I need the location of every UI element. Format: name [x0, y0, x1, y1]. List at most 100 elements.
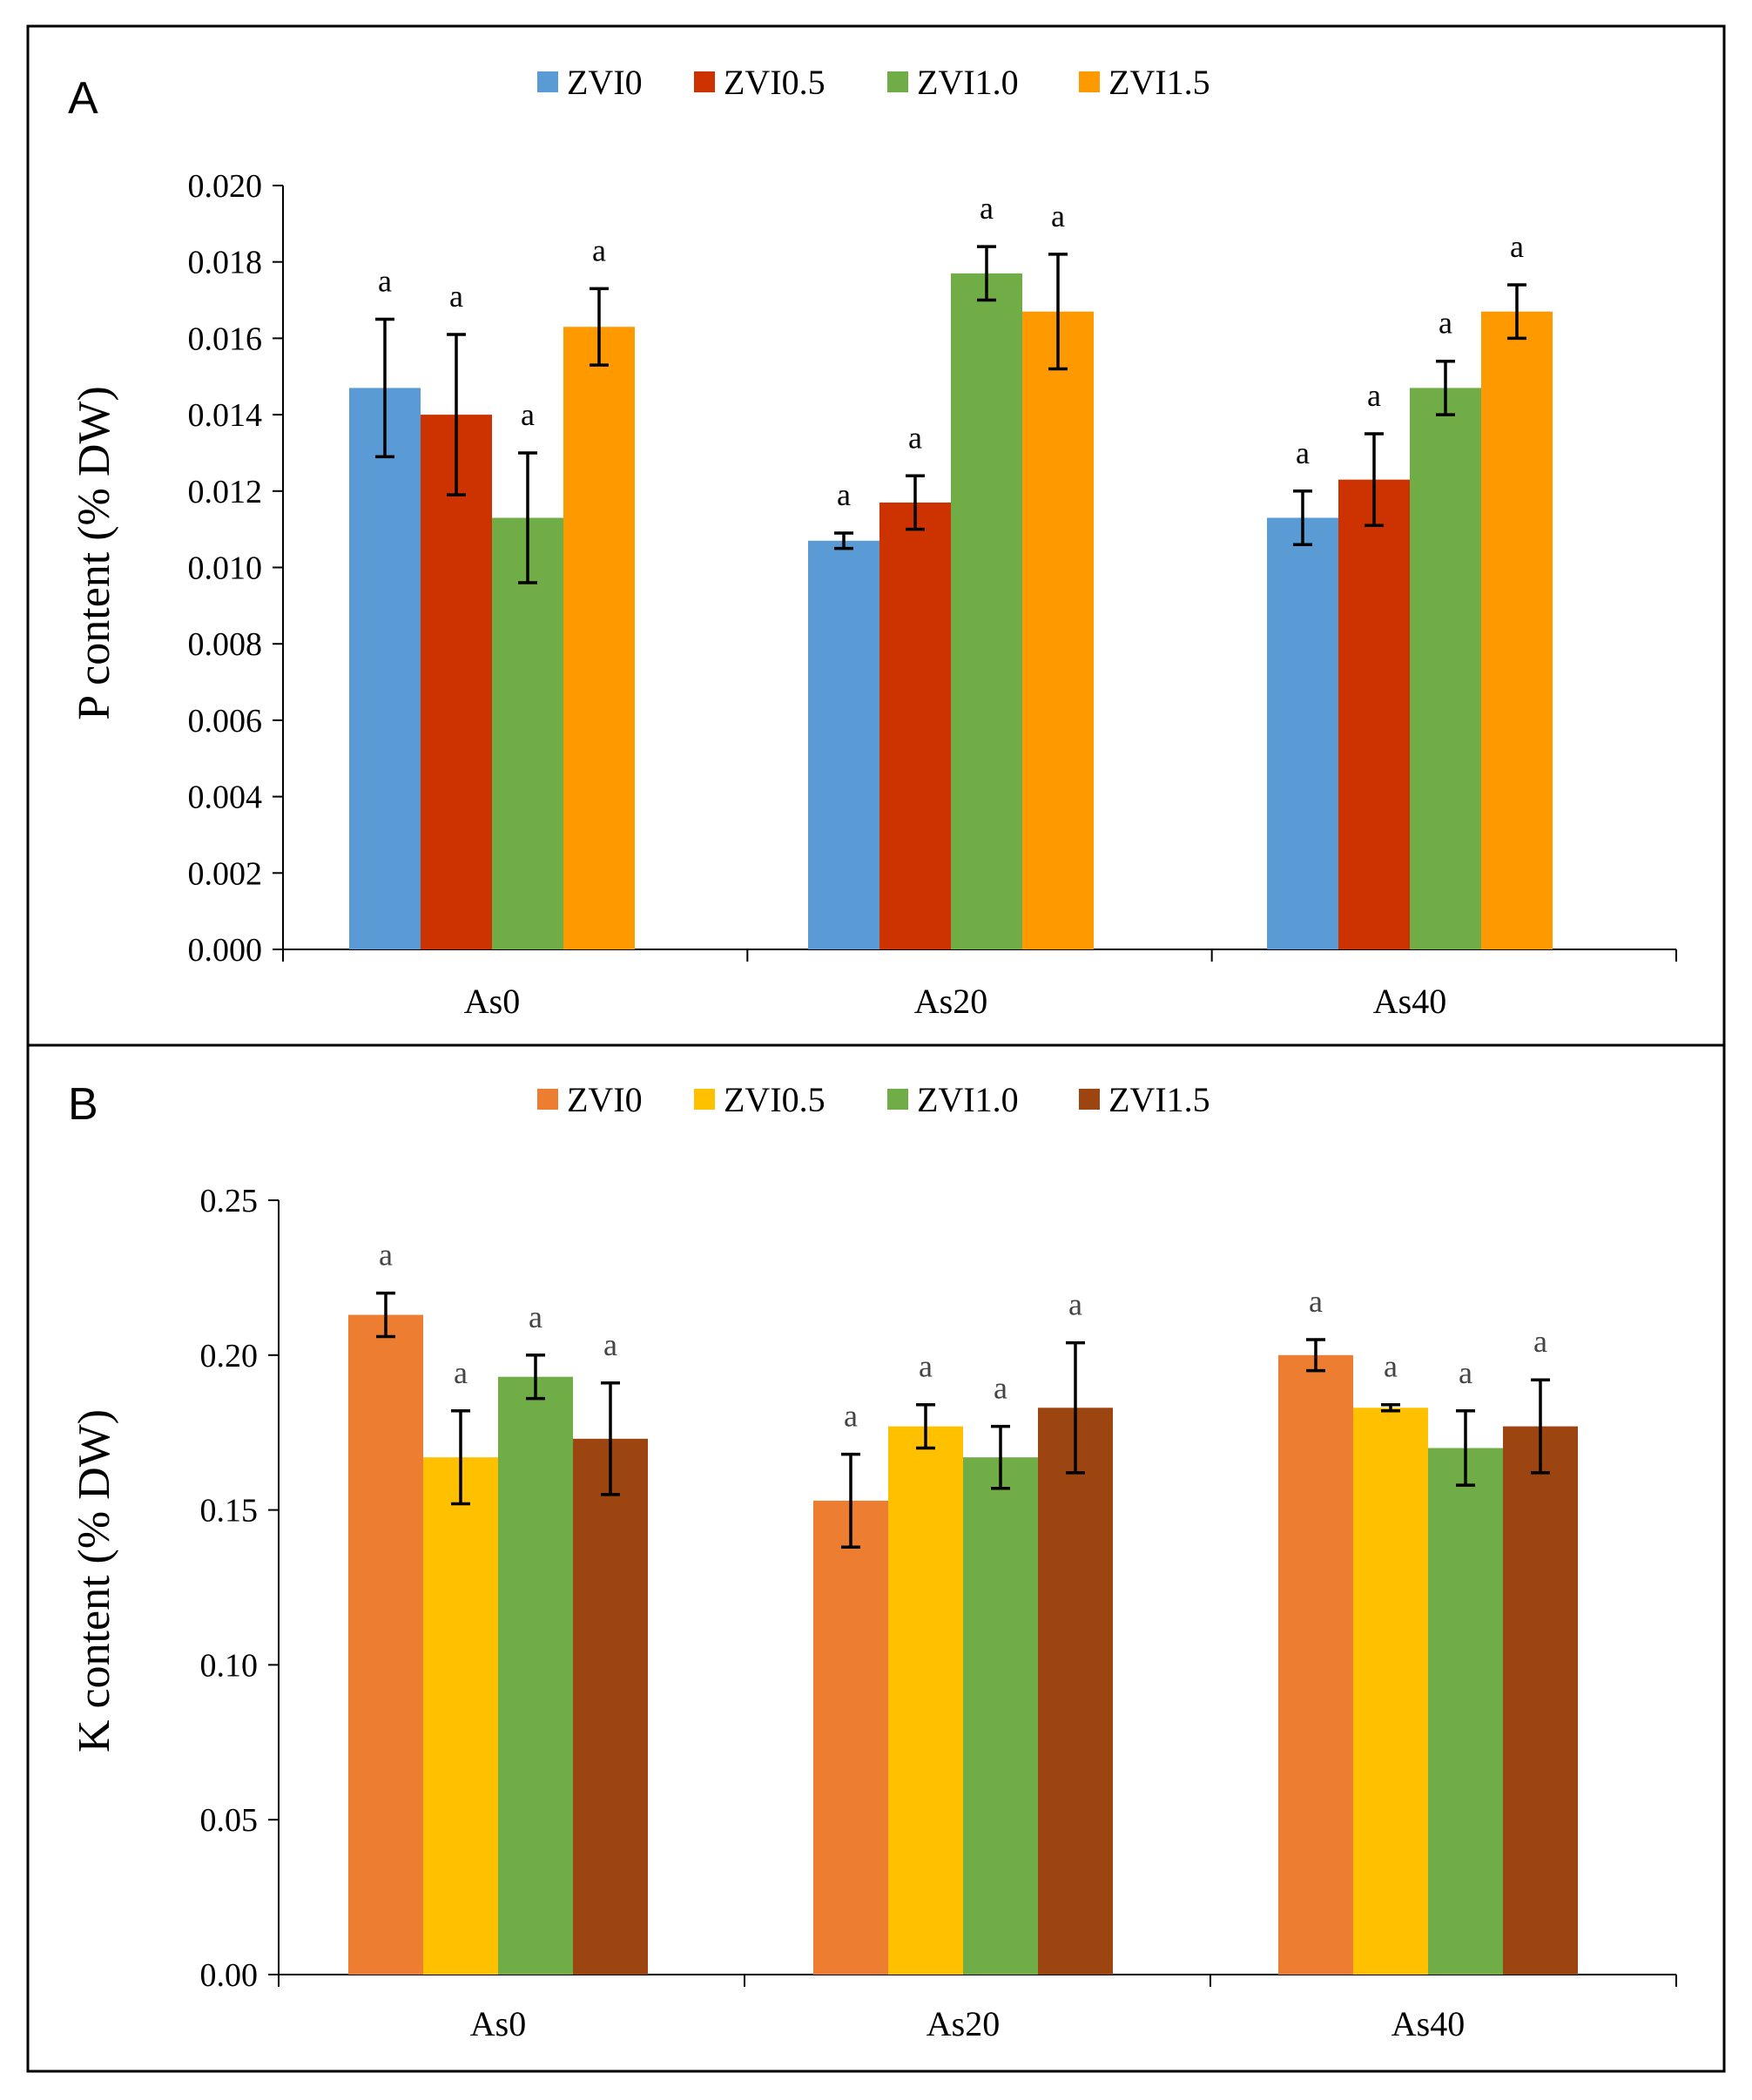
legend-label: ZVI1.5	[1108, 1080, 1210, 1119]
bar	[1410, 388, 1481, 949]
y-tick-label: 0.016	[188, 321, 263, 357]
significance-label: a	[1051, 199, 1065, 233]
legend-swatch	[694, 1089, 715, 1110]
bar	[1267, 517, 1338, 949]
y-tick-label: 0.15	[200, 1493, 259, 1529]
bar	[813, 1500, 888, 1975]
legend-swatch	[887, 1089, 908, 1110]
legend-swatch	[1079, 71, 1100, 92]
legend-swatch	[887, 71, 908, 92]
significance-label: a	[1439, 306, 1452, 341]
bar	[808, 540, 879, 949]
legend-label: ZVI0	[567, 63, 643, 102]
y-tick-label: 0.018	[188, 245, 263, 281]
bar	[423, 1457, 498, 1975]
panel-b-y-axis-label: K content (% DW)	[70, 1409, 119, 1752]
legend-label: ZVI1.5	[1108, 63, 1210, 102]
x-category-label: As0	[470, 2004, 526, 2043]
bar	[963, 1457, 1038, 1975]
bar	[1278, 1354, 1353, 1975]
panel-b-border	[26, 1043, 1726, 2073]
significance-label: a	[837, 477, 851, 512]
bar	[1038, 1408, 1113, 1975]
y-tick-label: 0.002	[188, 855, 263, 892]
panel-a-letter: A	[68, 73, 98, 124]
legend-label: ZVI0.5	[724, 63, 825, 102]
bar	[563, 327, 635, 949]
bar	[1022, 311, 1094, 950]
y-tick-label: 0.000	[188, 932, 263, 969]
panel-a-bars: a a a a a a a a a a a a	[349, 191, 1553, 950]
y-tick-label: 0.006	[188, 703, 263, 739]
significance-label: a	[844, 1399, 858, 1434]
bar	[492, 517, 563, 949]
bar	[498, 1376, 573, 1975]
legend-swatch	[537, 71, 558, 92]
x-category-label: As20	[914, 982, 987, 1021]
bar	[888, 1426, 963, 1975]
bar	[421, 415, 492, 950]
y-tick-label: 0.00	[200, 1957, 259, 1994]
significance-label: a	[908, 420, 922, 455]
legend-swatch	[1079, 1089, 1100, 1110]
y-tick-label: 0.012	[188, 474, 263, 510]
bar	[573, 1438, 648, 1975]
significance-label: a	[1068, 1287, 1082, 1322]
panel-a-y-axis-label: P content (% DW)	[70, 386, 119, 720]
bar	[879, 502, 951, 949]
significance-label: a	[994, 1371, 1007, 1406]
y-tick-label: 0.05	[200, 1802, 259, 1839]
x-category-label: As20	[927, 2004, 1000, 2043]
y-tick-label: 0.004	[188, 780, 263, 816]
panel-a-axes: 0.000 0.002 0.004 0.006 0.008 0.010 0.012 0.014…	[188, 168, 1677, 1021]
bar	[349, 388, 421, 949]
panel-b: B K content (% DW) ZVI0 ZVI0.5 ZVI1.0 ZVI1.…	[26, 1043, 1726, 2073]
y-tick-label: 0.010	[188, 550, 263, 587]
panel-b-letter: B	[68, 1079, 98, 1130]
bar	[1428, 1448, 1503, 1975]
significance-label: a	[1384, 1349, 1398, 1384]
legend-swatch	[537, 1089, 558, 1110]
significance-label: a	[980, 191, 994, 226]
significance-label: a	[1510, 229, 1524, 264]
panel-a: A P content (% DW) ZVI0 ZVI0.5 ZVI1.0 ZVI1.…	[26, 24, 1726, 1047]
significance-label: a	[378, 263, 392, 298]
y-tick-label: 0.10	[200, 1647, 259, 1684]
legend-label: ZVI0.5	[724, 1080, 825, 1119]
significance-label: a	[919, 1349, 933, 1384]
panel-a-legend: ZVI0 ZVI0.5 ZVI1.0 ZVI1.5	[537, 63, 1210, 102]
bar	[1481, 311, 1553, 950]
significance-label: a	[449, 279, 463, 314]
significance-label: a	[521, 397, 535, 432]
y-tick-label: 0.20	[200, 1338, 259, 1374]
significance-label: a	[454, 1355, 468, 1390]
bar	[951, 273, 1022, 950]
x-category-label: As0	[464, 982, 520, 1021]
y-tick-label: 0.020	[188, 168, 263, 205]
legend-label: ZVI1.0	[917, 63, 1019, 102]
panel-b-legend: ZVI0 ZVI0.5 ZVI1.0 ZVI1.5	[537, 1080, 1210, 1119]
panel-b-axes: 0.00 0.05 0.10 0.15 0.20 0.25 As0 As20 As40	[200, 1183, 1677, 2043]
legend-label: ZVI0	[567, 1080, 643, 1119]
significance-label: a	[592, 233, 606, 267]
y-tick-label: 0.25	[200, 1183, 259, 1219]
x-category-label: As40	[1391, 2004, 1465, 2043]
y-tick-label: 0.008	[188, 626, 263, 663]
significance-label: a	[379, 1238, 393, 1273]
bar	[1353, 1408, 1428, 1975]
significance-label: a	[529, 1300, 542, 1334]
significance-label: a	[1367, 378, 1381, 413]
x-category-label: As40	[1373, 982, 1446, 1021]
legend-label: ZVI1.0	[917, 1080, 1019, 1119]
significance-label: a	[1296, 436, 1310, 470]
legend-swatch	[694, 71, 715, 92]
panel-b-bars: a a a a a a a a a a a a	[348, 1238, 1578, 1975]
significance-label: a	[1533, 1324, 1547, 1359]
bar	[348, 1314, 423, 1975]
significance-label: a	[1309, 1284, 1323, 1319]
significance-label: a	[1459, 1355, 1472, 1390]
bar	[1338, 479, 1410, 949]
significance-label: a	[603, 1327, 617, 1362]
bar	[1503, 1426, 1578, 1975]
